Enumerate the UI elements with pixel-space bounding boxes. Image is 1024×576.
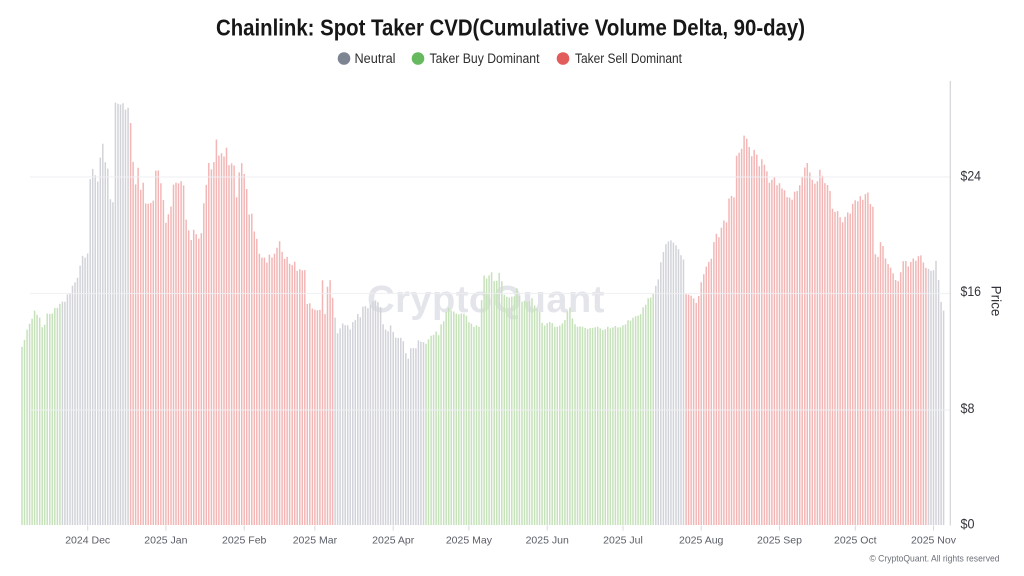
svg-text:2025 Nov: 2025 Nov [911, 535, 957, 547]
svg-text:Price: Price [989, 286, 1004, 317]
svg-text:$24: $24 [961, 168, 982, 183]
svg-text:CryptoQuant: CryptoQuant [367, 279, 605, 321]
svg-text:2025 Oct: 2025 Oct [834, 535, 877, 547]
svg-text:2025 Apr: 2025 Apr [372, 535, 415, 547]
svg-text:2025 Jun: 2025 Jun [526, 535, 569, 547]
svg-text:$0: $0 [961, 516, 975, 531]
svg-text:Chainlink: Spot Taker CVD(Cumu: Chainlink: Spot Taker CVD(Cumulative Vol… [216, 15, 805, 41]
svg-text:$16: $16 [961, 284, 982, 299]
svg-text:2025 Sep: 2025 Sep [757, 535, 802, 547]
svg-text:$8: $8 [961, 401, 975, 416]
svg-text:Taker Buy Dominant: Taker Buy Dominant [430, 51, 540, 66]
svg-text:Neutral: Neutral [355, 51, 396, 66]
svg-text:2024 Dec: 2024 Dec [65, 535, 110, 547]
svg-text:2025 Feb: 2025 Feb [222, 535, 267, 547]
svg-text:2025 Mar: 2025 Mar [293, 535, 338, 547]
svg-text:2025 Aug: 2025 Aug [679, 535, 724, 547]
svg-text:2025 Jan: 2025 Jan [144, 535, 187, 547]
svg-text:2025 Jul: 2025 Jul [603, 535, 643, 547]
svg-text:© CryptoQuant. All rights rese: © CryptoQuant. All rights reserved [870, 554, 1000, 565]
svg-text:Taker Sell Dominant: Taker Sell Dominant [575, 51, 682, 66]
svg-text:2025 May: 2025 May [446, 535, 493, 547]
